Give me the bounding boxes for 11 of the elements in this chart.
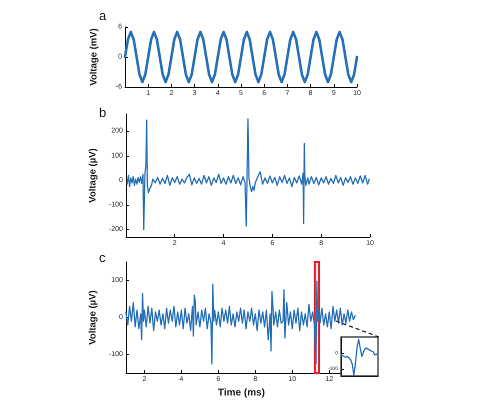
y-axis-title: Voltage (µV) bbox=[88, 290, 98, 345]
chart-title: a bbox=[99, 8, 107, 23]
y-axis-title: Voltage (mV) bbox=[88, 28, 100, 86]
line-series bbox=[124, 30, 358, 84]
line-series bbox=[125, 280, 356, 364]
y-axis-title: Voltage (µV) bbox=[88, 148, 98, 203]
line-series bbox=[340, 338, 379, 376]
line-series bbox=[126, 118, 370, 230]
x-axis-title: Time (ms) bbox=[218, 388, 265, 398]
chart-title: c bbox=[99, 250, 106, 265]
chart-title: b bbox=[99, 105, 106, 120]
